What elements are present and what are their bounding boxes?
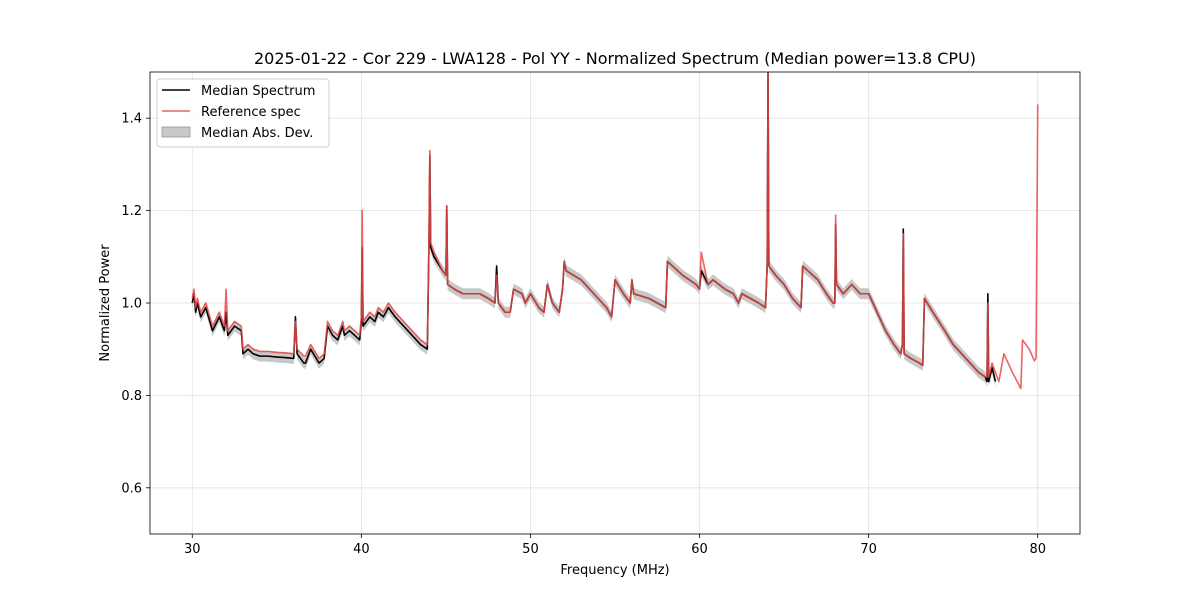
x-tick-label: 30 bbox=[184, 542, 201, 557]
median-abs-dev-band bbox=[192, 72, 996, 388]
y-axis-label: Normalized Power bbox=[98, 244, 113, 362]
chart-title: 2025-01-22 - Cor 229 - LWA128 - Pol YY -… bbox=[254, 49, 976, 68]
grid-lines bbox=[150, 72, 1080, 534]
legend-box bbox=[156, 78, 330, 148]
y-tick-label: 0.8 bbox=[121, 389, 142, 404]
legend-label-reference: Reference spec bbox=[201, 105, 301, 120]
y-tick-label: 1.0 bbox=[121, 297, 142, 312]
x-tick-label: 80 bbox=[1029, 542, 1046, 557]
legend-label-median: Median Spectrum bbox=[201, 84, 315, 99]
plot-area bbox=[191, 72, 1039, 390]
legend-swatch-mad bbox=[161, 126, 191, 138]
x-tick-label: 50 bbox=[522, 542, 539, 557]
legend: Median Spectrum Reference spec Median Ab… bbox=[156, 78, 330, 148]
x-axis-label: Frequency (MHz) bbox=[560, 563, 669, 578]
x-tick-label: 60 bbox=[691, 542, 708, 557]
reference-spec-line bbox=[191, 72, 1039, 390]
x-tick-label: 70 bbox=[860, 542, 877, 557]
y-axis-ticks: 0.6 0.8 1.0 1.2 1.4 bbox=[121, 112, 150, 496]
y-tick-label: 1.4 bbox=[121, 112, 142, 127]
legend-label-mad: Median Abs. Dev. bbox=[201, 126, 313, 141]
y-tick-label: 1.2 bbox=[121, 204, 142, 219]
x-axis-ticks: 30 40 50 60 70 80 bbox=[184, 534, 1046, 557]
x-tick-label: 40 bbox=[353, 542, 370, 557]
y-tick-label: 0.6 bbox=[121, 481, 142, 496]
